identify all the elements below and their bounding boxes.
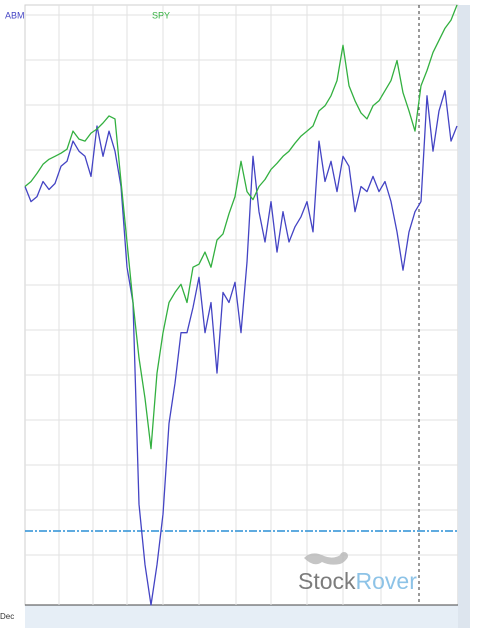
- plot-area: [24, 4, 459, 606]
- watermark-stock: Stock: [298, 568, 356, 594]
- right-panel: [458, 5, 470, 628]
- legend-label: ABM: [5, 10, 25, 20]
- watermark: StockRover: [298, 552, 417, 594]
- legend-label: SPY: [152, 10, 170, 20]
- watermark-rover: Rover: [356, 568, 418, 594]
- watermark-logo: [340, 552, 348, 560]
- series-line: [24, 90, 458, 606]
- watermark-text: StockRover: [298, 568, 417, 594]
- series-lines: [24, 4, 458, 606]
- grid: [25, 5, 458, 605]
- x-tick-label: Dec: [0, 612, 14, 621]
- watermark-logo: [304, 553, 348, 565]
- x-axis-strip: [25, 605, 458, 628]
- series-line: [24, 4, 458, 450]
